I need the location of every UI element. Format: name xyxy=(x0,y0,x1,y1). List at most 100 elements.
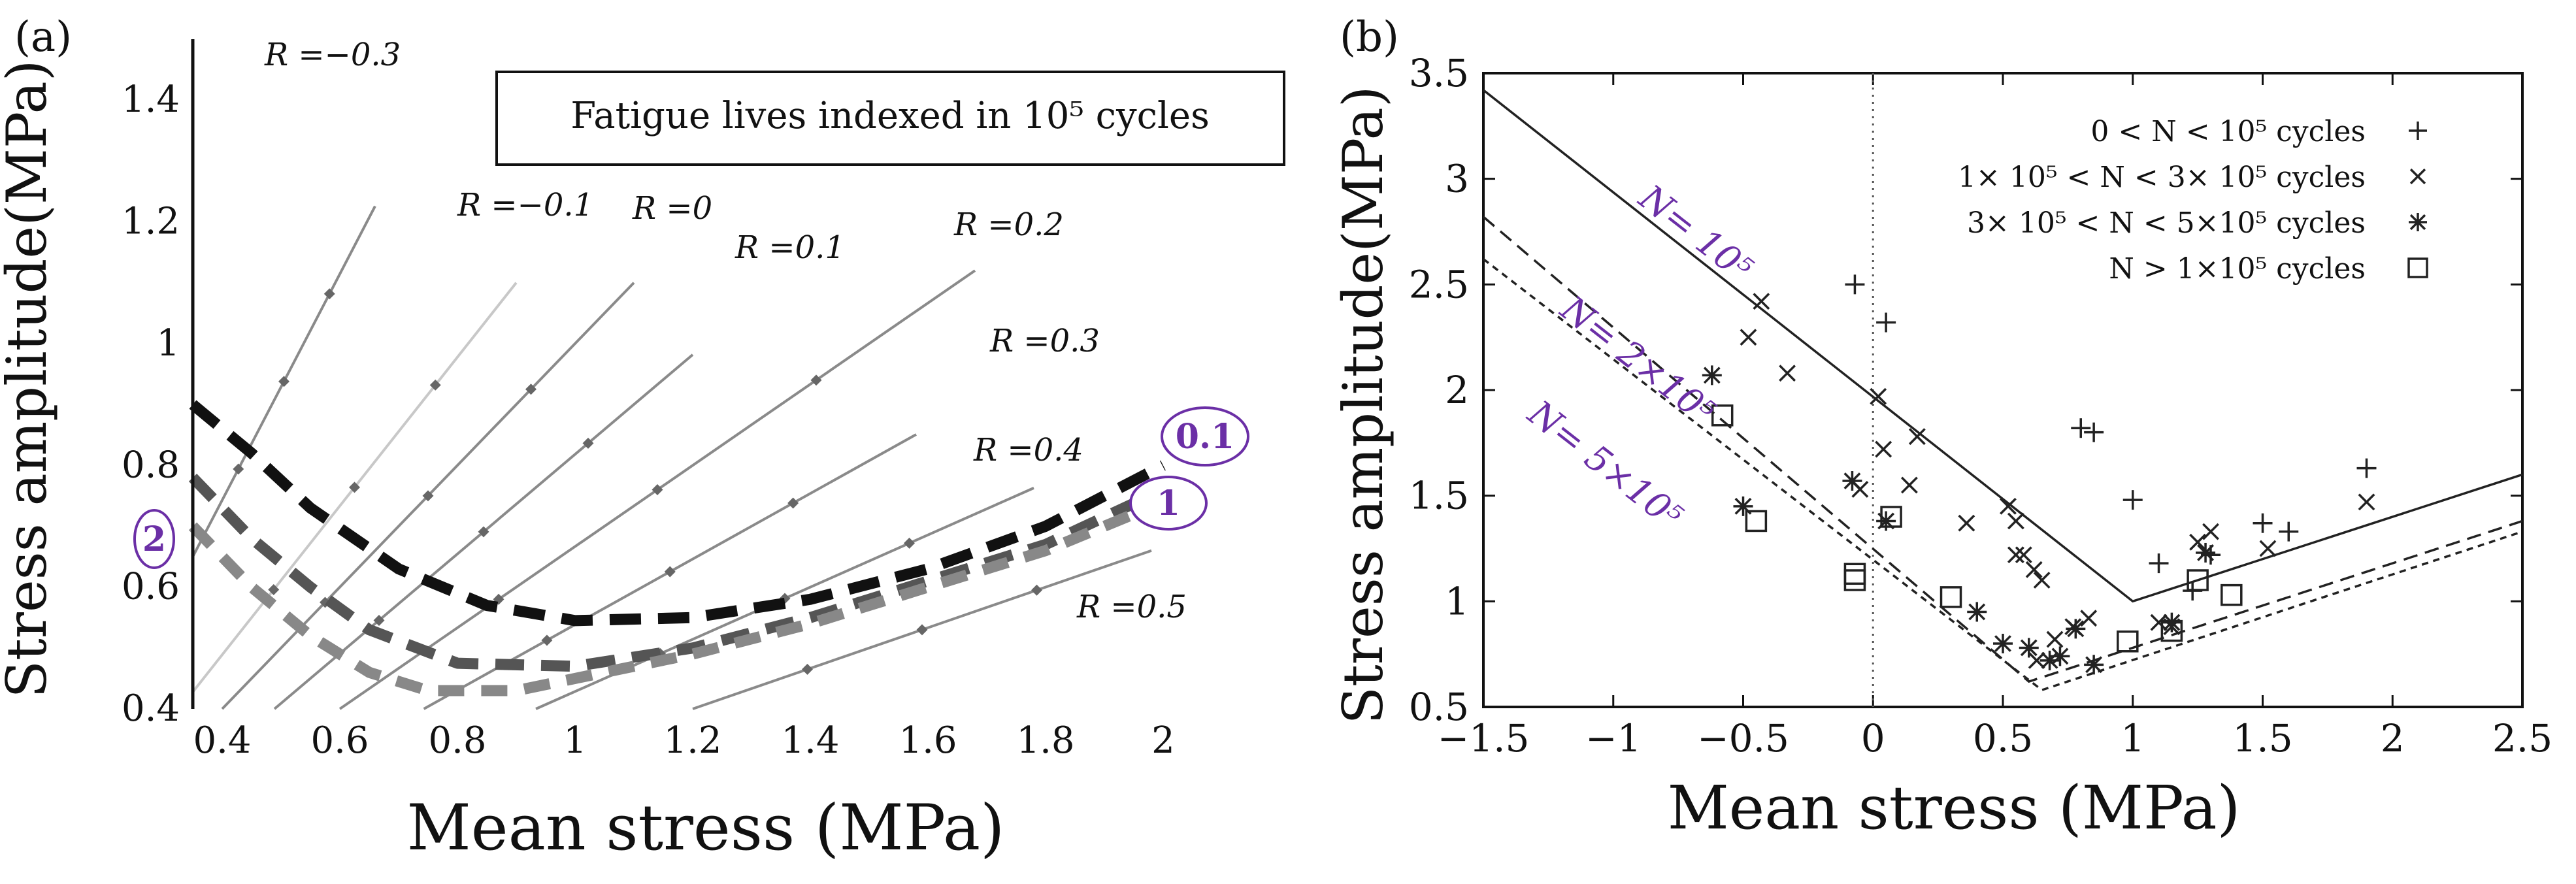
y-tick-label: 3.5 xyxy=(1409,51,1469,95)
r-line-label: R =−0.3 xyxy=(264,37,401,73)
y-tick-label: 0.4 xyxy=(122,687,180,730)
r-line-label: R =0 xyxy=(632,190,712,227)
life-curve xyxy=(188,497,1166,696)
plus-marker xyxy=(2253,513,2273,533)
r-line-label: R =0.3 xyxy=(989,323,1100,359)
cross-marker xyxy=(2015,546,2032,564)
endurance-line-label: N= 2×10⁵ xyxy=(1552,287,1723,433)
cross-marker xyxy=(2007,512,2024,530)
r-line-label: R =0.5 xyxy=(1076,589,1187,625)
r-line-marker xyxy=(478,526,489,538)
square-marker xyxy=(1880,506,1902,528)
star-marker xyxy=(2019,638,2039,658)
annotation-box xyxy=(495,71,1285,166)
cross-marker xyxy=(2007,546,2024,564)
star-marker xyxy=(2196,542,2216,563)
life-curve xyxy=(189,400,1166,627)
curve-label-text: 1 xyxy=(1157,483,1180,523)
r-line-marker xyxy=(233,463,244,475)
y-tick-label: 1 xyxy=(1445,579,1469,623)
x-tick-label: −1.5 xyxy=(1438,716,1530,761)
cross-marker xyxy=(2046,630,2064,648)
x-tick-label: 0 xyxy=(1861,716,1885,761)
cross-marker xyxy=(2409,168,2426,185)
cross-marker xyxy=(2025,561,2043,578)
y-tick-label: 1.5 xyxy=(1409,474,1469,518)
legend-label: 3× 10⁵ < N < 5×10⁵ cycles xyxy=(1967,206,2366,240)
annotation-text: Fatigue lives indexed in 10⁵ cycles xyxy=(570,95,1210,137)
y-tick-label: 1 xyxy=(156,322,180,365)
cross-marker xyxy=(2000,497,2017,515)
r-line-marker xyxy=(916,624,928,636)
x-tick-label: 2 xyxy=(2381,716,2405,761)
cross-marker xyxy=(1740,329,1757,346)
x-tick-label: 1 xyxy=(2121,716,2145,761)
panel-b: (b) −1.5 −1 −0.5 0 0.5 1 1.5 2 2.5 0.5 1 1.5 2 2.5 3 3.… xyxy=(1331,13,2552,843)
y-tick-label: 0.8 xyxy=(122,444,180,486)
r-line-marker xyxy=(1031,584,1042,596)
star-marker xyxy=(1993,634,2013,653)
square-marker xyxy=(2117,630,2139,653)
y-tick-label: 1.4 xyxy=(122,78,180,121)
endurance-line xyxy=(1482,89,2523,603)
r-line-marker xyxy=(664,566,676,578)
curve-label-text: 2 xyxy=(142,519,166,559)
y-tick-label: 0.6 xyxy=(122,566,180,608)
r-line-marker xyxy=(541,634,553,646)
square-marker xyxy=(2187,569,2209,591)
cross-marker xyxy=(2358,493,2375,511)
r-line-label: R =−0.1 xyxy=(457,187,593,223)
square-marker xyxy=(2407,257,2428,278)
plus-marker xyxy=(2122,490,2143,510)
r-line-marker xyxy=(810,374,822,386)
star-marker xyxy=(2050,646,2070,666)
endurance-line-label: N= 10⁵ xyxy=(1630,176,1760,289)
x-tick-label: 0.4 xyxy=(193,719,251,762)
cross-marker xyxy=(2189,533,2207,551)
cross-marker xyxy=(2202,523,2219,540)
x-tick-label: 0.6 xyxy=(310,719,369,762)
square-marker xyxy=(1940,586,1962,608)
y-tick-label: 1.2 xyxy=(122,201,180,243)
endurance-line-label: N= 5×10⁵ xyxy=(1519,391,1690,537)
square-marker xyxy=(1711,404,1734,427)
r-line-label: R =0.2 xyxy=(953,206,1064,243)
cross-marker xyxy=(1908,428,1926,446)
r-line-marker xyxy=(349,482,360,493)
curve-label-text: 0.1 xyxy=(1176,417,1234,457)
r-line-marker xyxy=(373,614,385,626)
r-line-marker xyxy=(323,288,335,300)
r-line-marker xyxy=(268,584,280,596)
plus-marker xyxy=(2356,458,2377,478)
x-tick-label: 1.6 xyxy=(899,719,957,762)
star-marker xyxy=(2409,213,2427,231)
cross-marker xyxy=(1753,293,1770,310)
cross-marker xyxy=(1958,514,1975,532)
r-line-marker xyxy=(525,384,537,395)
square-marker xyxy=(1745,510,1768,532)
panel-a: (a) 0.4 0.6 0.8 1 1.2 1.4 1.6 1.8 2 0.4 0.6 0.8 1 1.2… xyxy=(0,13,1285,864)
x-tick-label: 2.5 xyxy=(2492,716,2552,761)
y-tick-label: 2.5 xyxy=(1409,262,1469,306)
cross-marker xyxy=(2028,651,2045,669)
square-marker xyxy=(2221,583,2243,606)
cross-marker xyxy=(2150,614,2168,631)
cross-marker xyxy=(1870,387,1887,405)
panel-a-x-label: Mean stress (MPa) xyxy=(407,791,1005,864)
curve-label-badge: 0.1 xyxy=(1161,406,1249,467)
y-tick-label: 2 xyxy=(1445,368,1469,412)
legend-label: 0 < N < 10⁵ cycles xyxy=(2090,115,2366,148)
star-marker xyxy=(1842,471,1862,491)
plus-marker xyxy=(2149,553,2169,574)
cross-marker xyxy=(2080,610,2098,627)
cross-marker xyxy=(1900,476,1918,494)
cross-marker xyxy=(2033,572,2051,589)
x-tick-label: −1 xyxy=(1585,716,1642,761)
cross-marker xyxy=(2259,540,2277,557)
plus-marker xyxy=(2084,422,2104,442)
panel-b-y-label: Stress amplitude(MPa) xyxy=(1331,86,1395,724)
panel-a-label: (a) xyxy=(14,13,72,61)
star-marker xyxy=(1733,496,1753,516)
r-line-marker xyxy=(278,376,289,387)
